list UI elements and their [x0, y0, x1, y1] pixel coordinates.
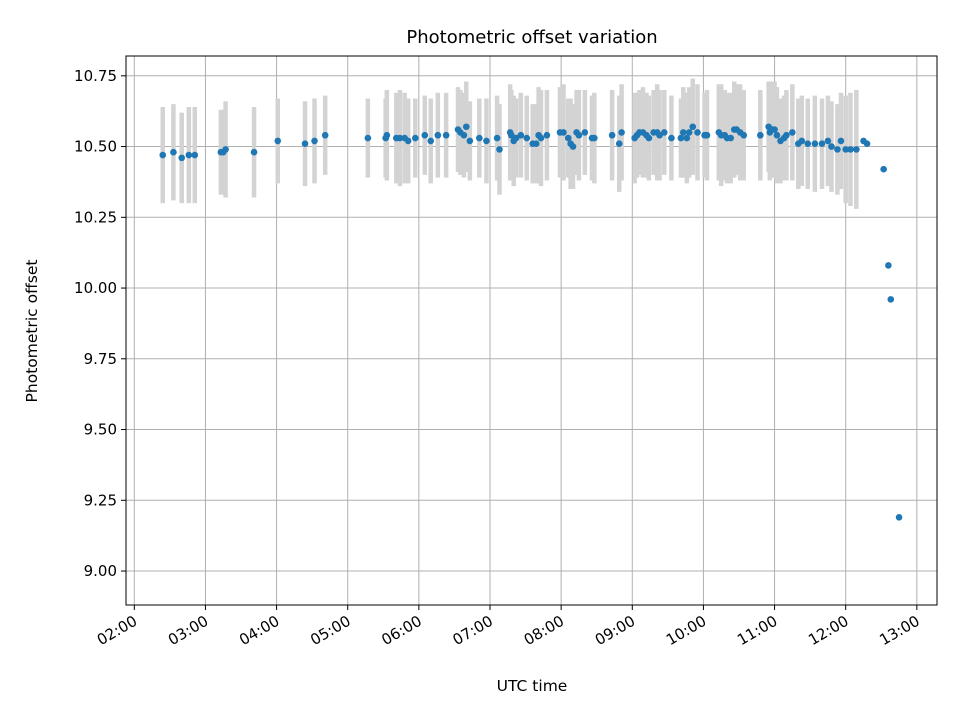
data-point: [462, 123, 470, 131]
data-point: [412, 134, 419, 142]
data-point: [834, 146, 841, 153]
x-axis-title: UTC time: [497, 677, 568, 695]
data-point: [427, 137, 435, 145]
y-tick-label: 9.50: [84, 421, 117, 439]
y-tick-label: 10.00: [74, 279, 117, 297]
data-point: [847, 146, 854, 153]
data-point: [396, 134, 404, 142]
data-point: [668, 134, 675, 142]
data-point: [618, 129, 625, 136]
data-point: [771, 126, 778, 133]
data-point: [496, 146, 503, 153]
y-tick-label: 9.75: [84, 350, 117, 368]
data-point: [685, 129, 693, 136]
data-point: [757, 131, 764, 139]
data-point: [727, 134, 734, 142]
data-point: [191, 151, 199, 159]
data-point: [466, 137, 474, 145]
data-point: [677, 134, 685, 142]
data-point: [483, 137, 490, 145]
data-point: [508, 131, 515, 139]
data-point: [575, 131, 583, 139]
data-point: [543, 131, 551, 139]
data-point: [404, 137, 412, 145]
data-point: [703, 131, 711, 139]
data-point: [517, 131, 525, 139]
data-point: [222, 146, 229, 153]
data-point: [421, 131, 429, 139]
data-point: [159, 151, 167, 159]
data-point: [569, 143, 577, 150]
data-point: [560, 129, 567, 136]
data-point: [442, 131, 450, 139]
data-point: [523, 134, 531, 142]
data-point: [493, 134, 501, 142]
data-point: [615, 140, 623, 148]
data-point: [170, 148, 177, 156]
y-tick-label: 10.50: [74, 138, 117, 156]
data-point: [364, 134, 372, 142]
data-point: [383, 131, 391, 139]
data-point: [537, 134, 545, 142]
data-point: [837, 137, 845, 145]
data-point: [863, 140, 871, 148]
data-point: [887, 296, 895, 303]
data-point: [895, 513, 903, 521]
data-point: [679, 129, 687, 136]
data-point: [581, 129, 589, 136]
data-point: [804, 140, 812, 148]
data-point: [773, 131, 781, 139]
data-point: [885, 262, 892, 269]
y-tick-label: 10.25: [74, 208, 117, 226]
data-point: [740, 131, 748, 139]
data-point: [783, 131, 790, 139]
data-point: [645, 134, 653, 142]
data-point: [434, 131, 442, 139]
data-point: [185, 151, 193, 159]
data-point: [660, 129, 668, 136]
data-point: [853, 146, 860, 153]
data-point: [811, 140, 819, 148]
data-point: [842, 146, 850, 153]
data-point: [798, 137, 806, 145]
data-point: [512, 134, 520, 142]
data-point: [828, 143, 835, 150]
data-point: [476, 134, 483, 142]
y-axis-ticks: 9.00 9.25 9.50 9.75 10.00 10.25 10.50 10.75: [74, 67, 126, 580]
data-point: [880, 165, 887, 173]
data-point: [818, 140, 826, 148]
data-point: [250, 148, 258, 156]
data-point: [178, 154, 186, 162]
y-axis-title: Photometric offset: [23, 260, 41, 403]
data-point: [274, 137, 282, 145]
data-point: [460, 131, 468, 139]
data-point: [789, 129, 796, 136]
data-point: [824, 137, 832, 145]
data-point: [532, 140, 540, 148]
data-point: [311, 137, 318, 145]
data-point: [689, 123, 697, 131]
chart-title: Photometric offset variation: [406, 27, 657, 48]
data-point: [301, 140, 309, 148]
data-points: [159, 123, 903, 521]
y-tick-label: 9.25: [84, 491, 117, 509]
data-point: [683, 134, 691, 142]
data-point: [608, 131, 616, 139]
data-point: [694, 129, 701, 136]
plot-frame: [125, 55, 938, 606]
data-point: [564, 134, 572, 142]
y-tick-label: 10.75: [74, 67, 117, 85]
data-point: [321, 131, 329, 139]
data-point: [591, 134, 598, 142]
data-point: [656, 131, 663, 139]
y-tick-label: 9.00: [84, 562, 117, 580]
